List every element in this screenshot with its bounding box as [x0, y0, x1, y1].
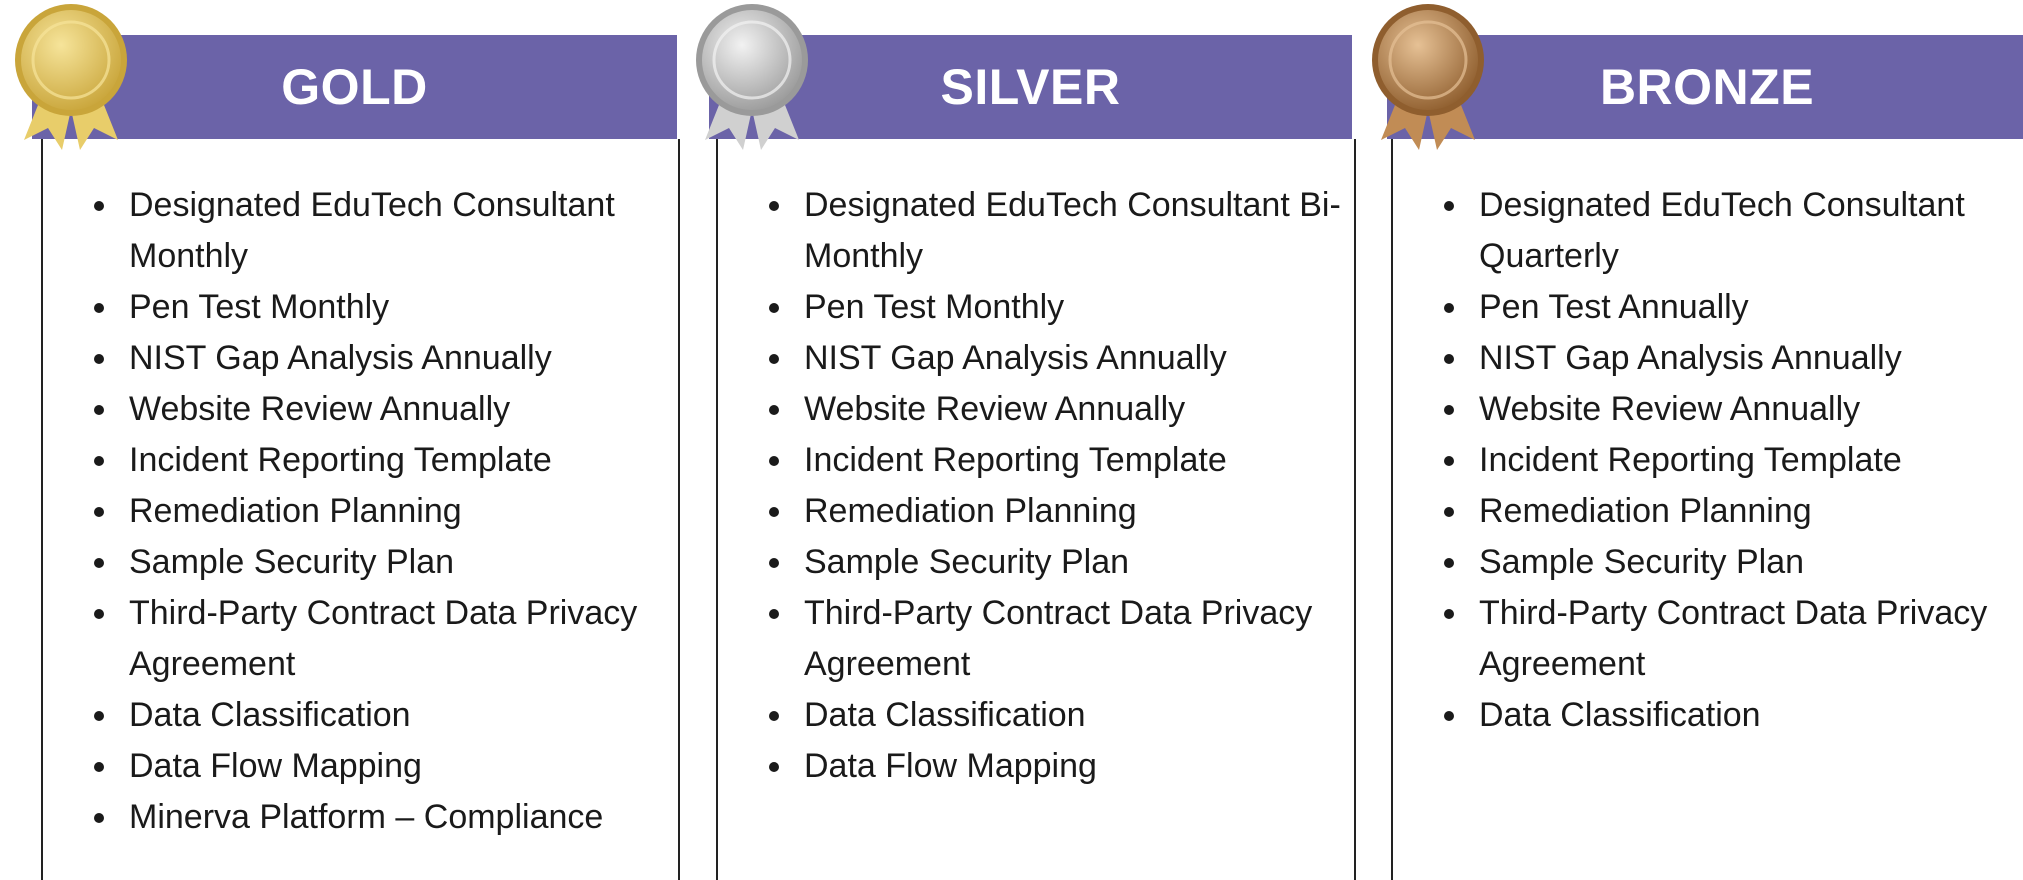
feature-item: Pen Test Annually: [1471, 282, 2023, 333]
feature-item: Remediation Planning: [796, 486, 1351, 537]
tier-box: [716, 139, 1356, 880]
feature-item: Data Classification: [796, 690, 1351, 741]
feature-item: Sample Security Plan: [121, 537, 676, 588]
feature-item: Remediation Planning: [121, 486, 676, 537]
feature-list: Designated EduTech Consultant Bi-Monthly…: [746, 180, 1351, 792]
feature-item: Website Review Annually: [1471, 384, 2023, 435]
feature-list: Designated EduTech Consultant QuarterlyP…: [1421, 180, 2023, 741]
feature-item: Third-Party Contract Data Privacy Agreem…: [121, 588, 676, 690]
feature-item: Data Flow Mapping: [796, 741, 1351, 792]
feature-item: Designated EduTech Consultant Quarterly: [1471, 180, 2023, 282]
medal-icon: [1372, 4, 1484, 150]
feature-item: Third-Party Contract Data Privacy Agreem…: [796, 588, 1351, 690]
feature-item: Sample Security Plan: [1471, 537, 2023, 588]
feature-item: Incident Reporting Template: [796, 435, 1351, 486]
feature-item: Third-Party Contract Data Privacy Agreem…: [1471, 588, 2023, 690]
feature-item: Designated EduTech Consultant Monthly: [121, 180, 676, 282]
feature-item: Data Classification: [121, 690, 676, 741]
tier-header: SILVER: [709, 35, 1352, 139]
feature-item: Minerva Platform – Compliance: [121, 792, 676, 843]
tier-header: BRONZE: [1387, 35, 2023, 139]
medal-icon: [696, 4, 808, 150]
medal-icon: [15, 4, 127, 150]
tier-header: GOLD: [32, 35, 677, 139]
feature-item: Incident Reporting Template: [1471, 435, 2023, 486]
feature-item: NIST Gap Analysis Annually: [121, 333, 676, 384]
tier-box: [1391, 139, 2023, 880]
feature-item: Data Flow Mapping: [121, 741, 676, 792]
feature-item: Sample Security Plan: [796, 537, 1351, 588]
feature-item: Pen Test Monthly: [796, 282, 1351, 333]
feature-item: Remediation Planning: [1471, 486, 2023, 537]
feature-item: Website Review Annually: [121, 384, 676, 435]
feature-list: Designated EduTech Consultant MonthlyPen…: [71, 180, 676, 843]
tier-box: [41, 139, 680, 880]
feature-item: Data Classification: [1471, 690, 2023, 741]
feature-item: Pen Test Monthly: [121, 282, 676, 333]
feature-item: Incident Reporting Template: [121, 435, 676, 486]
feature-item: NIST Gap Analysis Annually: [796, 333, 1351, 384]
feature-item: Website Review Annually: [796, 384, 1351, 435]
feature-item: NIST Gap Analysis Annually: [1471, 333, 2023, 384]
feature-item: Designated EduTech Consultant Bi-Monthly: [796, 180, 1351, 282]
